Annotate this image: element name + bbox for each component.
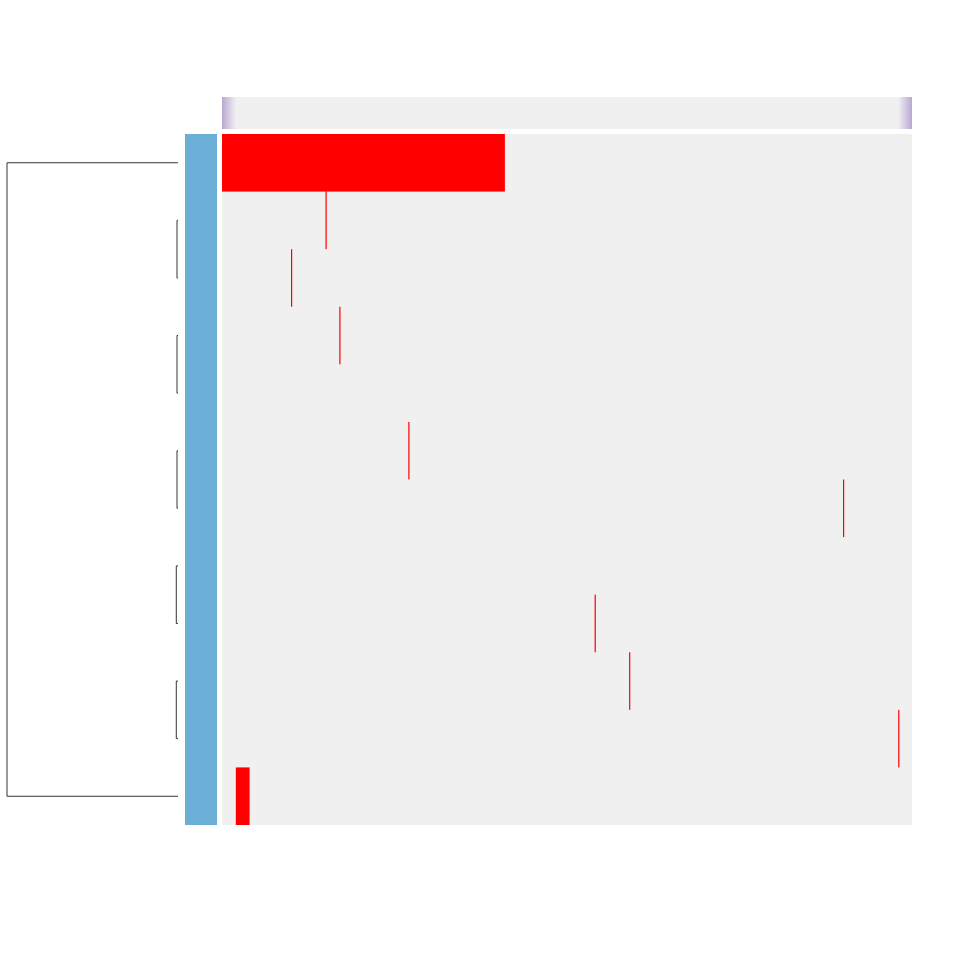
heatmap-cell [339,306,341,365]
heatmap-cell [291,249,293,307]
heatmap-cell [222,134,505,192]
heatmap-cell [235,767,250,825]
heatmap-cells [222,134,900,825]
column-annotation-bar [222,97,912,129]
heatmap-background [222,134,912,825]
heatmap-cell [629,652,631,710]
heatmap-cell [898,709,900,768]
heatmap-cell [408,421,410,480]
heatmap-cell [325,191,327,250]
row-dendrogram [6,162,178,797]
row-annotation-bar [185,134,217,825]
heatmap-cell [843,479,845,538]
heatmap-cell [594,594,596,653]
